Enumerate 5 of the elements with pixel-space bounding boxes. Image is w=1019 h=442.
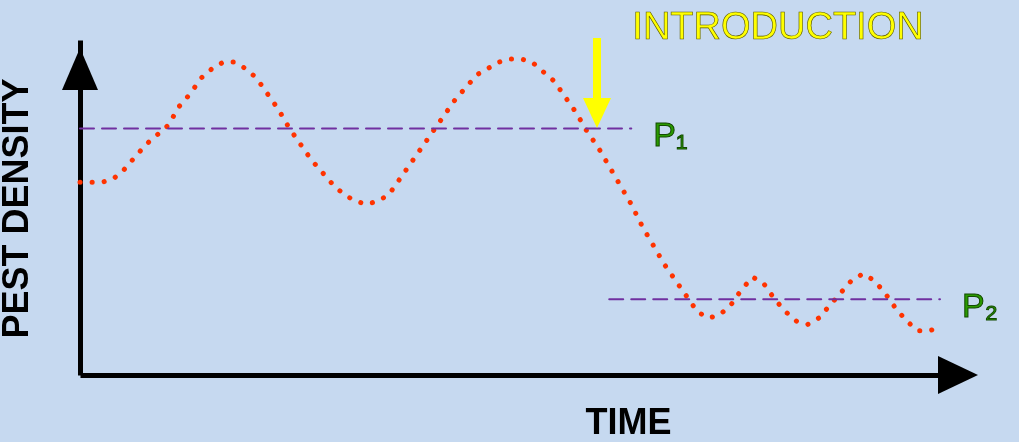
series-label: P₂ [962, 286, 998, 325]
x-axis-title: TIME [585, 400, 672, 442]
series-label: P₁ [653, 115, 688, 154]
y-axis-title: PEST DENSITY [0, 78, 36, 339]
text: INTRODUCTION [632, 5, 924, 47]
